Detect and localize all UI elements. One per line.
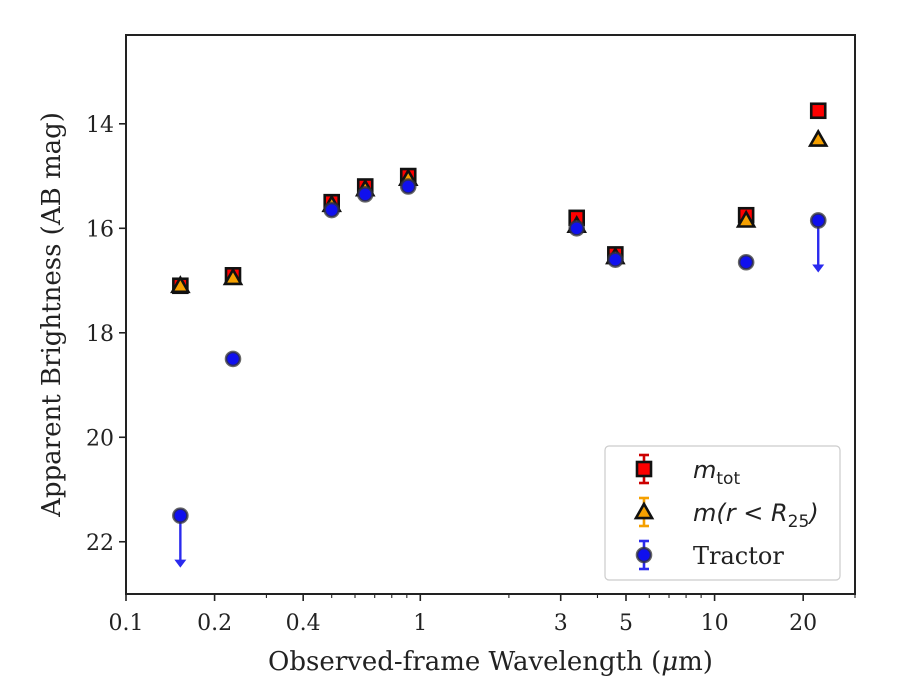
legend-item-tractor: Tractor <box>635 539 784 571</box>
x-axis-title: Observed-frame Wavelength (μm) <box>268 647 713 677</box>
y-tick-label: 22 <box>86 531 114 556</box>
data-point-mr25 <box>735 209 757 228</box>
x-tick-label: 0.4 <box>286 611 321 636</box>
data-point-tractor <box>568 219 586 237</box>
x-tick-label: 0.1 <box>109 611 144 636</box>
data-point-tractor <box>607 251 624 268</box>
data-layer <box>170 102 829 568</box>
data-point-mr25 <box>222 267 244 286</box>
upper-limit-arrow-head <box>174 559 187 568</box>
y-tick-label: 18 <box>86 322 114 347</box>
ticks-layer: 0.1 0.2 0.4 1 3 5 10 20 14 16 18 20 22 <box>86 113 856 636</box>
legend-items: mtot m(r < R25) Tractor <box>633 453 819 571</box>
series-mtot <box>172 102 827 295</box>
plot-frame <box>125 34 856 595</box>
legend: mtot m(r < R25) Tractor <box>604 445 841 581</box>
x-axis-title-suffix: m) <box>678 647 713 677</box>
x-tick-label: 0.2 <box>197 611 232 636</box>
data-point-tractor <box>224 350 242 368</box>
data-point-tractor <box>737 253 755 271</box>
legend-marker-mr25 <box>633 501 655 520</box>
data-point-mr25 <box>170 275 191 294</box>
legend-marker-mtot <box>635 460 653 478</box>
data-point-tractor <box>399 178 417 195</box>
upper-limit-arrow-head <box>812 264 825 273</box>
data-point-tractor <box>356 186 374 203</box>
y-tick-label: 16 <box>86 217 114 242</box>
x-tick-label: 1 <box>413 611 427 636</box>
legend-label-mr25: m(r < R25) <box>693 499 819 532</box>
legend-marker-tractor <box>635 546 653 564</box>
data-point-tractor <box>172 507 189 524</box>
data-point-tractor <box>323 201 341 219</box>
x-tick-label: 3 <box>554 611 568 636</box>
x-tick-label: 10 <box>701 611 729 636</box>
data-point-tractor <box>809 212 827 229</box>
series-mr25 <box>170 128 829 294</box>
data-point-mtot <box>809 102 827 120</box>
legend-label-mtot: mtot <box>693 456 740 489</box>
legend-box <box>604 445 841 581</box>
x-tick-label: 5 <box>619 611 633 636</box>
legend-label-tractor: Tractor <box>693 542 784 570</box>
y-tick-label: 20 <box>86 426 114 451</box>
x-tick-label: 20 <box>789 611 817 636</box>
y-tick-label: 14 <box>86 113 114 138</box>
data-point-mr25 <box>807 128 829 147</box>
legend-item-mr25: m(r < R25) <box>633 496 819 532</box>
series-tractor <box>172 178 827 568</box>
x-axis-title-prefix: Observed-frame Wavelength ( <box>268 647 661 677</box>
legend-item-mtot: mtot <box>635 453 740 489</box>
x-axis-title-mu: μ <box>661 647 678 677</box>
y-axis-title: Apparent Brightness (AB mag) <box>37 112 67 518</box>
